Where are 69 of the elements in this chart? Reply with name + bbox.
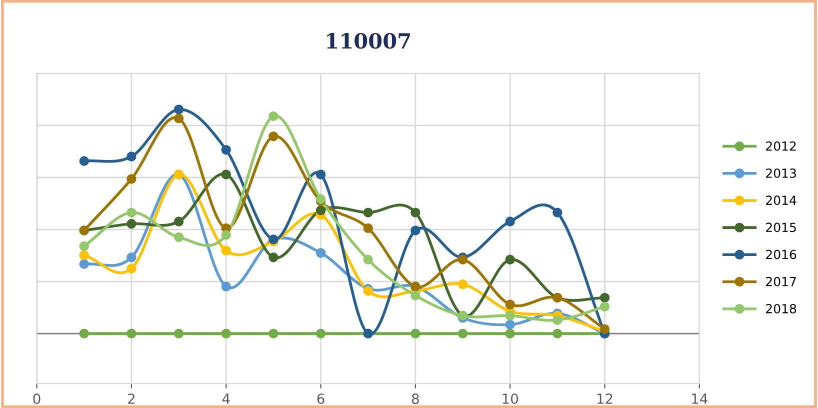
x-tick-label: 8 (412, 393, 419, 404)
point (79, 259, 89, 269)
point (126, 252, 136, 262)
point (458, 328, 468, 338)
point (410, 328, 420, 338)
point (126, 208, 136, 218)
point (126, 174, 136, 184)
point (363, 223, 373, 234)
point (552, 315, 562, 325)
point (221, 170, 231, 180)
x-tick-label: 2 (128, 393, 134, 404)
point (552, 328, 562, 338)
point (316, 248, 326, 258)
legend-label: 2012 (766, 141, 796, 151)
legend-label: 2013 (766, 168, 796, 178)
point (505, 216, 515, 226)
point (552, 208, 562, 218)
point (410, 226, 420, 236)
legend-label: 2014 (766, 196, 796, 206)
point (221, 144, 231, 155)
chart-title: 110007 (327, 32, 410, 49)
point (410, 208, 420, 218)
point (505, 328, 515, 338)
x-tick-label: 12 (597, 393, 612, 404)
point (79, 241, 89, 252)
legend-label: 2017 (766, 276, 796, 286)
x-tick-label: 10 (502, 393, 518, 404)
point (79, 250, 89, 260)
point (221, 230, 231, 240)
point (505, 320, 515, 330)
point (174, 104, 184, 114)
point (316, 194, 326, 204)
point (505, 310, 515, 321)
point (79, 328, 89, 338)
point (316, 205, 326, 216)
point (126, 264, 136, 274)
point (221, 328, 231, 338)
point (126, 152, 136, 162)
legend-label: 2015 (766, 222, 796, 232)
point (268, 252, 278, 262)
point (174, 232, 184, 242)
point (221, 246, 231, 256)
point (126, 328, 136, 338)
legend-label: 2016 (766, 250, 796, 260)
point (600, 302, 610, 312)
point (174, 216, 184, 226)
x-tick-label: 14 (692, 394, 708, 404)
point (126, 218, 136, 229)
legend-label: 2018 (766, 304, 796, 314)
point (600, 324, 610, 334)
x-tick-label: 0 (33, 393, 40, 404)
point (505, 300, 515, 310)
point (174, 328, 184, 338)
point (316, 328, 326, 338)
point (174, 114, 184, 124)
point (600, 292, 610, 303)
point (363, 286, 373, 296)
point (79, 156, 89, 166)
point (363, 254, 373, 264)
x-tick-label: 6 (317, 393, 324, 404)
point (363, 208, 373, 218)
point (221, 282, 231, 292)
point (268, 328, 278, 338)
point (316, 170, 326, 180)
point (268, 131, 278, 142)
point (505, 254, 515, 264)
x-tick-label: 4 (222, 394, 230, 404)
point (268, 111, 278, 122)
point (458, 279, 468, 290)
